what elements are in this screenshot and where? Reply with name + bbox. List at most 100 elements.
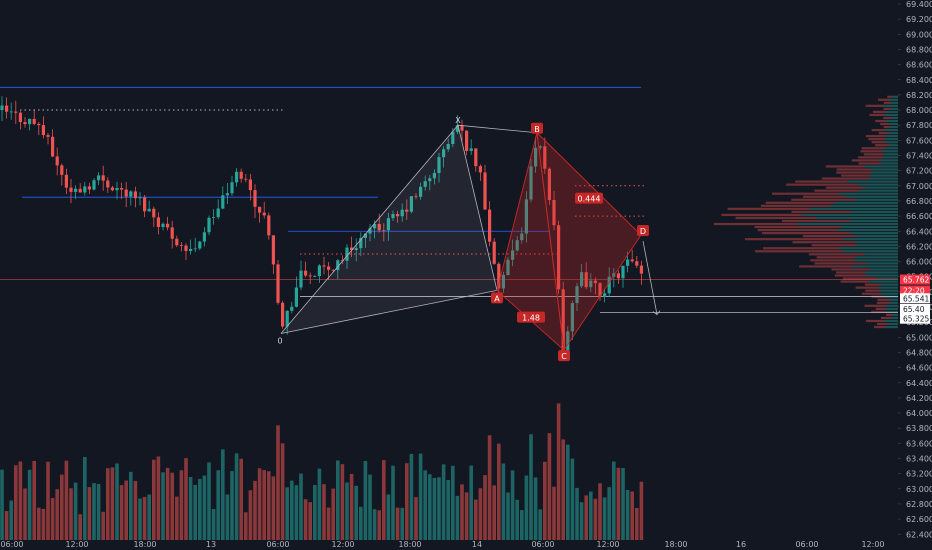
profile-row [890, 301, 898, 304]
price-tick-label: 63.200 [906, 470, 932, 479]
candle-body [621, 265, 625, 279]
candle-body [110, 187, 114, 191]
volume-bar [216, 470, 220, 540]
volume-bar [27, 469, 32, 540]
projection-lines [642, 240, 661, 316]
level-badge-3: 65.325 [903, 315, 929, 324]
price-tick-label: 65.000 [906, 333, 932, 342]
profile-row [810, 259, 855, 262]
price-tick-label: 69.000 [906, 30, 932, 39]
volume-bar [405, 463, 409, 540]
pattern-label-c-box [558, 350, 570, 362]
volume-bar [331, 488, 335, 540]
profile-row [842, 277, 877, 280]
price-tick-label: 63.400 [906, 455, 932, 464]
volume-bar [294, 485, 299, 540]
candle-body [616, 273, 620, 279]
profile-row [880, 122, 889, 126]
volume-bar [593, 498, 598, 540]
profile-row [825, 186, 865, 189]
candle-body [143, 197, 147, 212]
candle-body [331, 269, 335, 271]
profile-row [884, 319, 898, 323]
pattern-label-x: X [455, 116, 461, 125]
candle-body [511, 250, 515, 260]
volume-bar [285, 487, 289, 540]
price-tick-label: 66.000 [906, 258, 932, 267]
profile-row [886, 304, 898, 307]
volume-bar [244, 512, 248, 540]
volume-bar [575, 487, 579, 540]
candle-body [299, 270, 303, 288]
volume-bar [50, 498, 55, 540]
volume-bar [437, 477, 441, 540]
price-tick-label: 66.400 [906, 227, 932, 236]
profile-row [802, 213, 898, 217]
volume-bar [552, 486, 556, 540]
volume-bar [101, 511, 105, 540]
candle-body [317, 265, 321, 277]
volume-bar [138, 498, 142, 540]
price-tick-label: 63.600 [906, 439, 932, 448]
volume-bar [621, 468, 625, 540]
pattern-label-b-box [531, 122, 543, 134]
profile-row [883, 101, 892, 104]
volume-bar [142, 496, 147, 540]
candle-body [161, 223, 165, 228]
volume-bar [533, 477, 538, 540]
candle-body [175, 238, 179, 246]
candle-body [235, 171, 239, 183]
volume-bar [464, 492, 469, 540]
profile-row [856, 235, 898, 238]
profile-row [891, 101, 898, 104]
volume-bar [83, 456, 87, 540]
price-tick-label: 66.600 [906, 212, 932, 221]
profile-row [883, 107, 892, 110]
volume-bar [400, 507, 404, 540]
profile-row [871, 171, 898, 174]
volume-bar [598, 483, 602, 540]
profile-row [757, 228, 838, 232]
volume-bar [474, 499, 478, 540]
volume-bar [184, 458, 188, 540]
candle-body [92, 180, 96, 190]
volume-bar [529, 434, 533, 540]
profile-row [880, 316, 892, 320]
profile-row [889, 132, 898, 135]
candle-body [225, 193, 229, 196]
profile-row [836, 171, 872, 174]
volume-bar [37, 507, 41, 540]
candle-body [64, 174, 68, 188]
level-badge-3-bg [900, 313, 930, 324]
volume-bar [506, 492, 510, 540]
profile-row [892, 313, 898, 317]
profile-row [846, 180, 898, 183]
candle-body [529, 166, 533, 200]
profile-row [795, 180, 847, 183]
volume-bar [616, 467, 621, 540]
profile-row [830, 204, 898, 207]
volume-bar [60, 474, 64, 540]
volume-bar [349, 473, 354, 540]
profile-row [883, 156, 898, 159]
profile-row [850, 219, 898, 223]
candle-body [290, 306, 294, 311]
profile-row [889, 144, 898, 147]
candle-body [147, 208, 151, 212]
profile-row [772, 192, 839, 195]
candle-body [414, 196, 418, 198]
volume-bar [377, 510, 381, 540]
profile-row [888, 322, 898, 326]
volume-bar [69, 488, 73, 540]
time-tick-label: 18:00 [664, 540, 687, 549]
volume-bar [248, 490, 253, 540]
candles [0, 96, 643, 360]
pattern-ratio-ac: 1.48 [522, 314, 540, 323]
volume-bar [625, 489, 630, 540]
profile-row [856, 198, 898, 201]
profile-row [861, 292, 880, 295]
pattern-label-d-box [637, 225, 649, 237]
candle-body [9, 111, 13, 113]
candle-body [28, 118, 32, 125]
